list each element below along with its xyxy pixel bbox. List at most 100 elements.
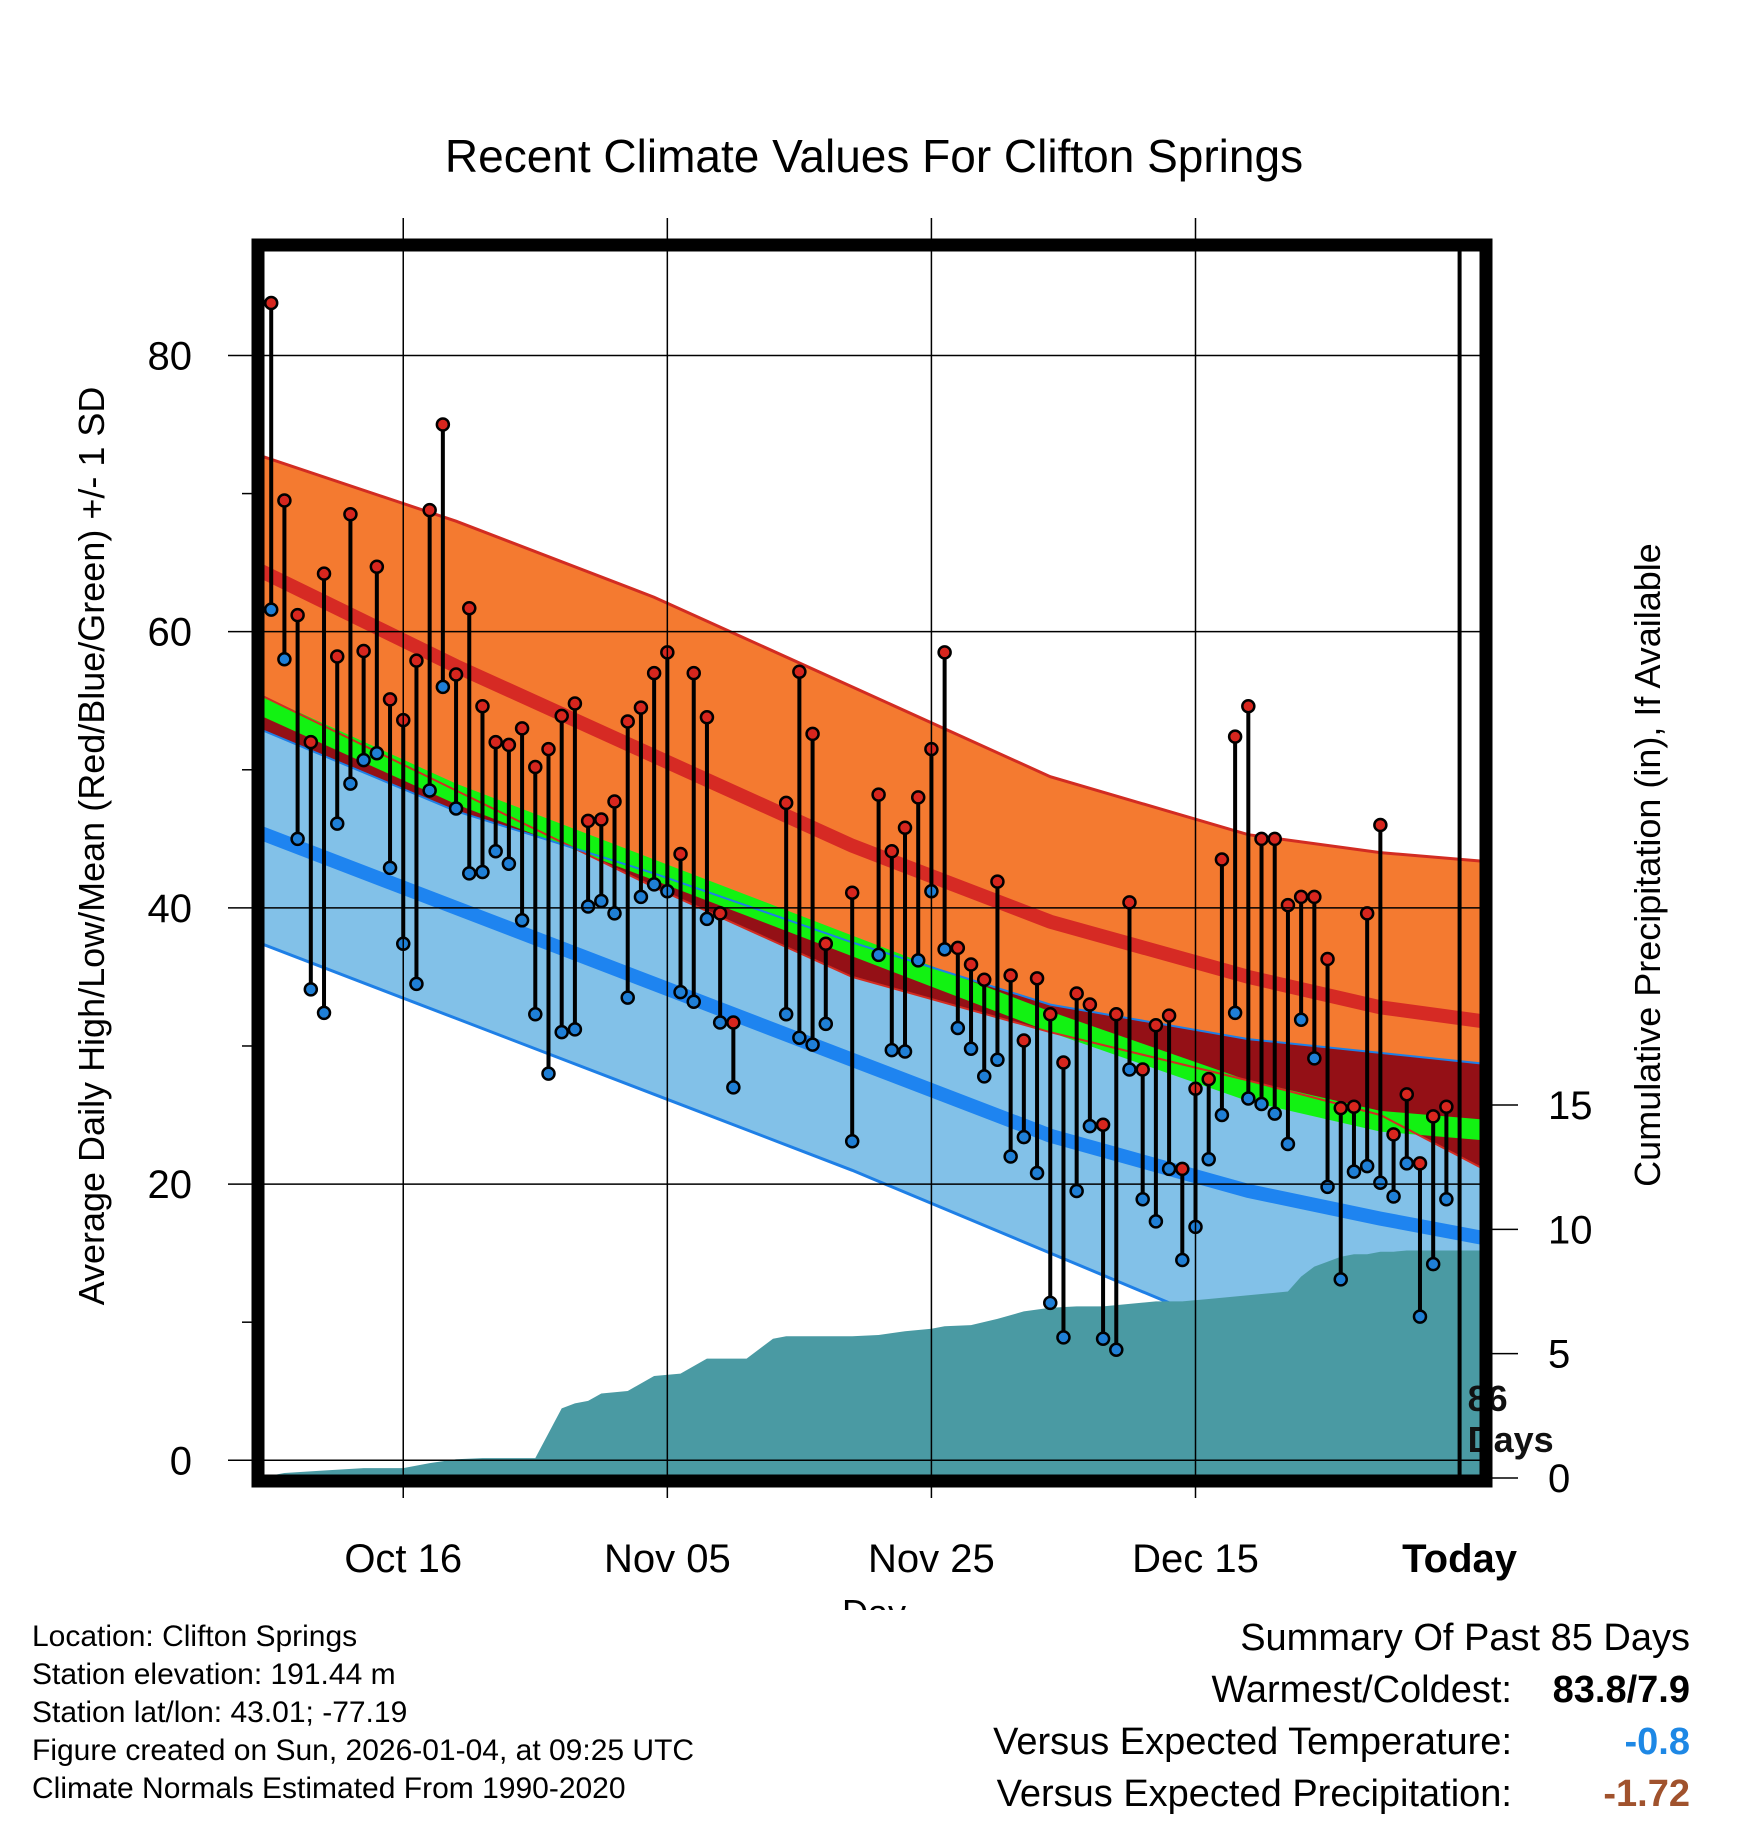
precip-area [271,1250,1486,1478]
temp-label: Versus Expected Temperature: [993,1721,1512,1763]
low-point [316,1005,332,1021]
high-point [1109,1006,1124,1022]
low-point [673,984,688,1000]
low-point [1135,1192,1150,1207]
chart-title: Recent Climate Values For Clifton Spring… [445,130,1303,182]
high-point [910,790,926,805]
high-point [290,607,305,623]
y-tick-label: 40 [148,887,193,931]
low-point [1082,1118,1098,1134]
high-point [1175,1161,1190,1177]
chart-axes: 0 20 40 60 80 Oct 16 Nov 05 Nov 25 Dec 15 Today 0 5… [148,218,1593,1581]
high-point [1412,1156,1428,1171]
high-point [1227,729,1243,744]
high-point [316,566,332,581]
low-point [1069,1183,1084,1199]
low-point [990,1052,1005,1068]
y-tick-label: 80 [148,334,193,378]
low-point [488,844,503,859]
high-point [435,417,451,432]
high-point [1003,968,1018,983]
y2-tick-label: 10 [1548,1208,1593,1252]
x-tick-label: Dec 15 [1132,1537,1259,1581]
high-point [501,737,517,753]
low-point [290,831,305,847]
high-point [462,600,477,616]
high-point [937,645,952,660]
low-point [1439,1192,1454,1207]
high-point [1254,831,1269,847]
low-point [871,947,886,963]
high-point [950,940,966,956]
plot-area [258,453,1486,1478]
low-point [726,1080,741,1095]
low-point [1267,1106,1282,1121]
low-point [712,1015,728,1030]
summary-title: Summary Of Past 85 Days [1240,1617,1690,1659]
low-point [1109,1342,1124,1358]
x-tick-label: Today [1402,1537,1518,1581]
high-point [448,667,464,682]
low-point [805,1037,820,1052]
low-point [884,1042,900,1058]
low-point [1320,1179,1335,1195]
high-point [263,295,279,311]
low-point [528,1006,543,1022]
low-point [1122,1062,1137,1077]
y2-tick-label: 15 [1548,1084,1593,1128]
high-point [1122,895,1137,910]
high-sd-band [258,454,1486,1171]
x-tick-label: Nov 25 [868,1537,995,1581]
low-point [541,1066,556,1081]
low-point [343,776,358,791]
station-info: Location: Clifton Springs Station elevat… [32,1618,694,1808]
high-point [818,936,834,952]
low-point [501,856,517,871]
y2-tick-label: 0 [1548,1457,1570,1501]
low-point [963,1041,979,1056]
plot-frame [251,238,1493,1488]
low-point [1241,1091,1256,1106]
low-point [580,899,596,914]
high-point [1307,889,1322,905]
high-point [409,653,424,668]
low-point [1029,1165,1045,1181]
low-point [303,982,319,997]
low-point [897,1044,913,1059]
high-point [1280,897,1296,913]
high-point [844,885,860,900]
high-point [871,787,886,802]
low-point [620,990,635,1005]
normals-text: Climate Normals Estimated From 1990-2020 [32,1772,626,1805]
low-point [686,994,701,1010]
low-point [818,1016,834,1032]
created-text: Figure created on Sun, 2026-01-04, at 09… [32,1734,695,1767]
high-point [475,699,490,714]
low-point [607,906,622,921]
high-point [422,502,437,518]
high-upper-line [258,453,1486,863]
low-point [792,1030,807,1045]
high-point [1214,852,1230,867]
low-point [554,1024,569,1040]
low-point [1161,1161,1177,1177]
low-point [277,652,292,667]
low-point [1148,1214,1164,1229]
y-axis-label: Average Daily High/Low/Mean (Red/Blue/Gr… [71,387,112,1306]
low-point [1016,1129,1032,1145]
low-point [329,816,345,831]
y-tick-label: 0 [170,1439,192,1483]
x-tick-label: Nov 05 [604,1537,731,1581]
high-point [1029,971,1045,986]
low-point [699,911,715,927]
low-point [435,679,451,695]
low-point [1399,1156,1415,1171]
high-point [1082,997,1098,1012]
high-point [976,972,992,987]
low-point [778,1006,794,1022]
high-point [963,957,979,972]
low-point [1359,1158,1375,1174]
high-point [1056,1055,1071,1070]
high-point [303,734,319,750]
high-point [329,649,345,664]
